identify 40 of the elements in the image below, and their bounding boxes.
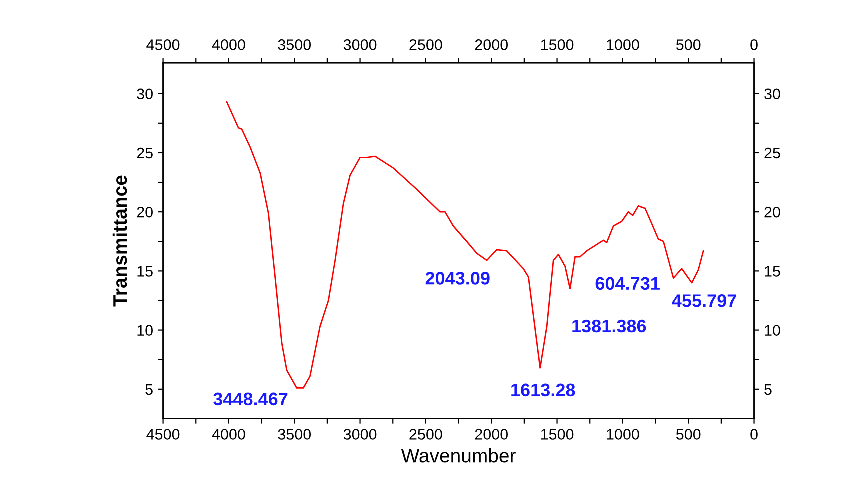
y2-tick-label: 15 bbox=[765, 266, 780, 277]
y2-tick-label: 25 bbox=[764, 148, 780, 159]
annotation: 1381.386 bbox=[572, 320, 646, 333]
y-axis-title: Transmittance bbox=[112, 176, 128, 307]
y2-tick-label: 20 bbox=[764, 206, 780, 218]
annotation: 604.731 bbox=[596, 277, 660, 290]
y-tick-label: 25 bbox=[137, 148, 153, 159]
x2-tick-label: 0 bbox=[750, 40, 758, 50]
x2-tick-label: 1000 bbox=[607, 40, 640, 50]
annotation: 1613.28 bbox=[512, 384, 576, 397]
annotation: 2043.09 bbox=[426, 272, 490, 285]
x-tick-label: 1000 bbox=[607, 429, 640, 440]
x-tick-label: 2000 bbox=[475, 429, 508, 440]
x2-tick-label: 4000 bbox=[212, 40, 246, 50]
x2-tick-label: 2000 bbox=[475, 40, 508, 50]
y2-tick-label: 5 bbox=[764, 384, 772, 396]
x-tick-label: 500 bbox=[676, 429, 701, 440]
x-axis-title: Wavenumber bbox=[401, 448, 516, 463]
annotation: 455.797 bbox=[672, 294, 736, 308]
x-tick-label: 1500 bbox=[541, 429, 574, 440]
y-tick-label: 10 bbox=[138, 325, 153, 336]
x-tick-label: 4500 bbox=[146, 429, 180, 440]
x2-tick-label: 2500 bbox=[410, 40, 442, 50]
x2-tick-label: 4500 bbox=[146, 40, 180, 50]
x-tick-label: 4000 bbox=[212, 429, 246, 440]
y2-tick-label: 30 bbox=[764, 88, 780, 100]
x-tick-label: 0 bbox=[750, 429, 758, 440]
x2-tick-label: 500 bbox=[676, 40, 701, 50]
x-tick-label: 2500 bbox=[410, 429, 442, 440]
y-tick-label: 20 bbox=[137, 206, 153, 218]
y-tick-label: 5 bbox=[146, 384, 153, 396]
x2-tick-label: 3500 bbox=[278, 40, 312, 50]
y-tick-label: 30 bbox=[137, 88, 153, 100]
x-tick-label: 3500 bbox=[278, 429, 312, 440]
y2-tick-label: 10 bbox=[765, 325, 780, 336]
x2-tick-label: 3000 bbox=[344, 40, 377, 50]
x2-tick-label: 1500 bbox=[541, 40, 574, 50]
annotation: 3448.467 bbox=[214, 392, 288, 406]
y-tick-label: 15 bbox=[138, 266, 153, 277]
x-tick-label: 3000 bbox=[344, 429, 377, 440]
